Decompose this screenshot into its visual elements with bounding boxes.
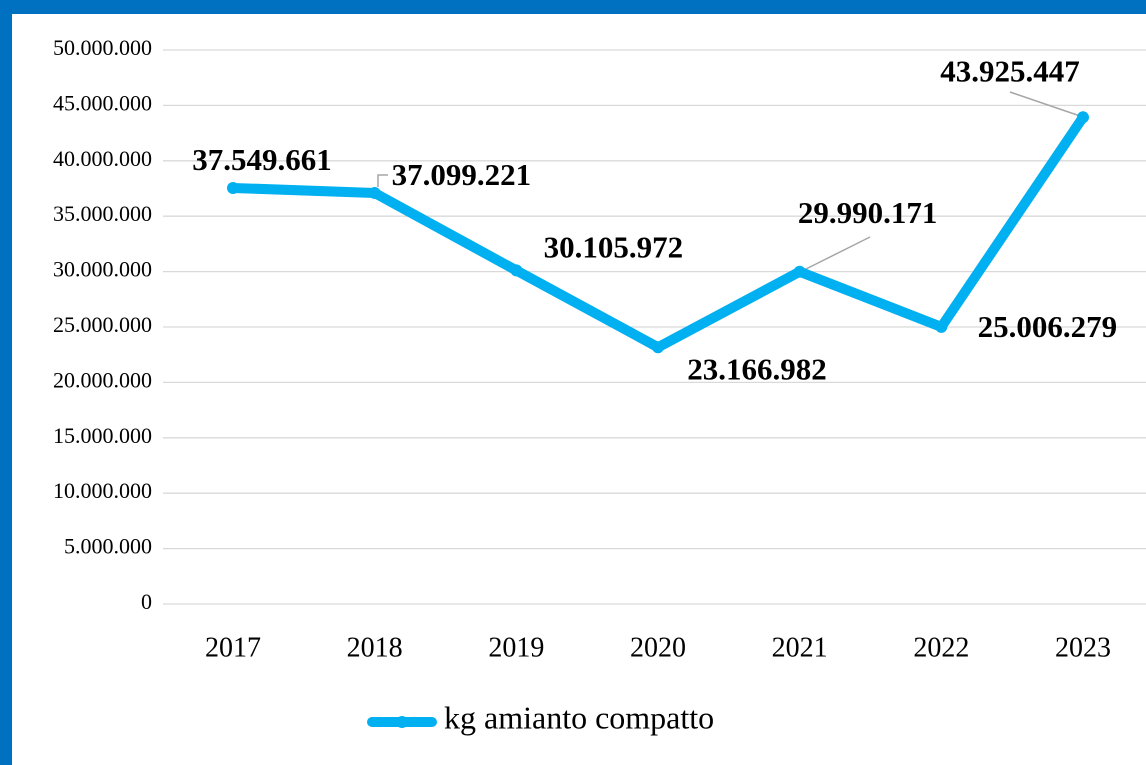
data-label: 43.925.447 — [940, 53, 1080, 88]
y-tick-label: 20.000.000 — [53, 367, 152, 392]
x-tick-label: 2017 — [205, 632, 261, 663]
data-label: 25.006.279 — [978, 309, 1118, 344]
data-label: 37.549.661 — [192, 142, 332, 177]
data-point — [793, 265, 806, 278]
leader-line — [377, 174, 388, 187]
data-point — [1077, 111, 1089, 124]
data-point — [652, 341, 664, 354]
y-tick-label: 10.000.000 — [53, 478, 152, 503]
data-point — [227, 181, 239, 194]
data-label: 37.099.221 — [392, 157, 531, 192]
data-label: 29.990.171 — [798, 195, 938, 230]
x-tick-label: 2018 — [347, 632, 403, 663]
y-tick-label: 40.000.000 — [53, 146, 152, 171]
x-tick-label: 2019 — [488, 632, 544, 663]
y-tick-label: 15.000.000 — [53, 423, 152, 448]
y-tick-label: 30.000.000 — [53, 257, 152, 282]
x-tick-label: 2020 — [630, 632, 686, 663]
leader-line — [799, 236, 871, 273]
y-tick-label: 45.000.000 — [53, 90, 152, 115]
y-tick-label: 50.000.000 — [53, 35, 152, 60]
leader-line — [1009, 91, 1084, 118]
data-point — [935, 320, 948, 333]
data-point — [368, 186, 381, 199]
legend-marker — [396, 716, 408, 728]
chart: 0 5.000.000 10.000.000 15.000.000 20.000.000… — [12, 14, 1146, 765]
y-tick-label: 35.000.000 — [53, 201, 152, 226]
y-tick-label: 25.000.000 — [53, 312, 152, 337]
x-tick-label: 2022 — [913, 632, 969, 663]
y-tick-label: 5.000.000 — [64, 534, 152, 559]
legend-label: kg amianto compatto — [444, 699, 714, 735]
data-point — [510, 264, 523, 277]
x-tick-label: 2021 — [772, 632, 828, 663]
y-tick-label: 0 — [141, 589, 152, 614]
x-tick-label: 2023 — [1055, 632, 1111, 663]
data-label: 30.105.972 — [544, 230, 684, 265]
data-label: 23.166.982 — [687, 351, 827, 386]
